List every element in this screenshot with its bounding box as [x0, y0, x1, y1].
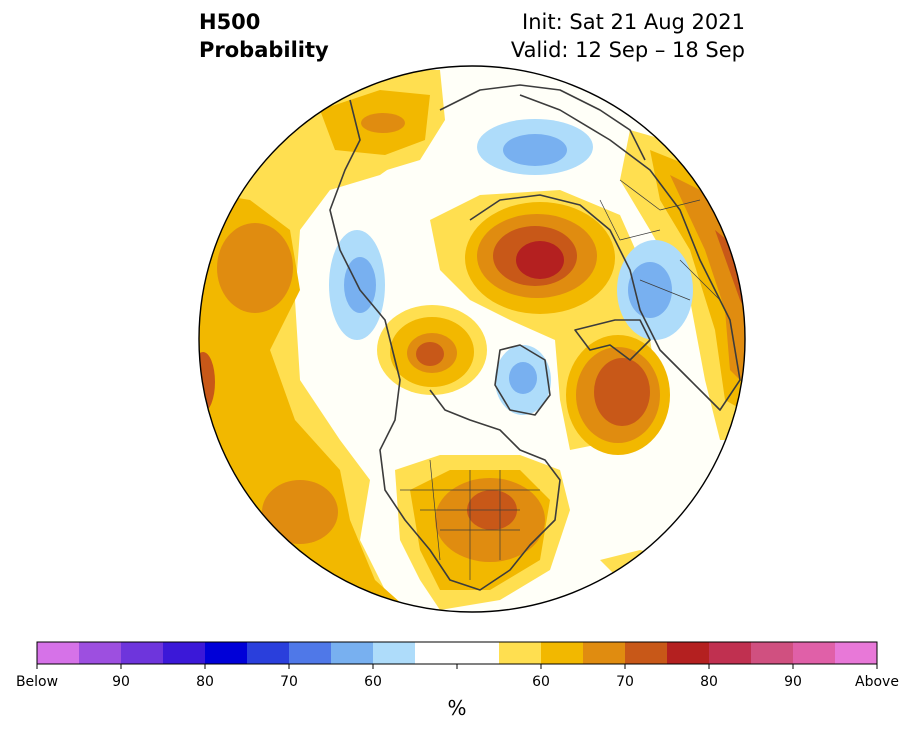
- colorbar-cell: [247, 642, 290, 664]
- map-boundary-circle: [198, 65, 746, 613]
- probability-field: [199, 66, 745, 612]
- colorbar-cell: [457, 642, 500, 664]
- valid-date-label: Valid: 12 Sep – 18 Sep: [510, 38, 745, 62]
- colorbar-cell: [541, 642, 584, 664]
- blue-region-north: [503, 134, 567, 166]
- colorbar-cell: [625, 642, 668, 664]
- colorbar-cell: [205, 642, 248, 664]
- dark-orange-region-east-edge: [715, 230, 745, 340]
- colorbar-tick-label: Below: [15, 674, 59, 690]
- colorbar-tick-label: 90: [784, 674, 802, 690]
- dark-orange-region-alaska: [416, 342, 444, 366]
- colorbar-tick-label: 90: [112, 674, 130, 690]
- coastline-europe: [574, 319, 651, 361]
- colorbar-cell: [373, 642, 416, 664]
- forecast-dates: Init: Sat 21 Aug 2021 Valid: 12 Sep – 18…: [511, 8, 745, 64]
- colorbar-cell: [667, 642, 710, 664]
- coastline-asia-east: [439, 84, 646, 161]
- dark-orange-region-east: [594, 358, 650, 426]
- colorbar-cell: [583, 642, 626, 664]
- colorbar-cell: [163, 642, 206, 664]
- colorbar-tick-label: 60: [364, 674, 382, 690]
- colorbar-cell: [37, 642, 80, 664]
- yellow-region-south-edge: [600, 550, 680, 600]
- coastline-eurasia: [469, 94, 741, 411]
- orange-region-southwest: [262, 480, 338, 544]
- colorbar-cell: [121, 642, 164, 664]
- blue-region-greenland: [509, 362, 537, 394]
- red-region-central: [516, 241, 564, 279]
- borders-eurasia: [599, 179, 721, 301]
- colorbar-tick-label: 70: [616, 674, 634, 690]
- colorbar-tick-label: 70: [280, 674, 298, 690]
- borders-us: [400, 459, 540, 580]
- coastline-greenland: [494, 344, 551, 416]
- map-title: H500 Probability: [199, 8, 329, 64]
- colorbar-cell: [793, 642, 836, 664]
- coastlines: [329, 84, 741, 591]
- colorbar-cell: [79, 642, 122, 664]
- orange-region-northwest: [361, 113, 405, 133]
- colorbar-cell: [289, 642, 332, 664]
- colorbar-ticks: [36, 664, 878, 669]
- colorbar-cell: [415, 642, 458, 664]
- colorbar: [36, 641, 878, 669]
- colorbar-tick-label: 60: [532, 674, 550, 690]
- colorbar-cells: [37, 642, 878, 664]
- orange-region-west: [217, 223, 293, 313]
- colorbar-tick-label: Above: [855, 674, 899, 690]
- colorbar-tick-label: 80: [700, 674, 718, 690]
- coastline-north-america: [329, 99, 561, 591]
- colorbar-cell: [751, 642, 794, 664]
- title-line-1: H500: [199, 10, 261, 34]
- colorbar-cell: [331, 642, 374, 664]
- colorbar-cell: [499, 642, 542, 664]
- colorbar-unit: %: [447, 696, 467, 720]
- colorbar-cell: [835, 642, 878, 664]
- init-date-label: Init: Sat 21 Aug 2021: [522, 10, 745, 34]
- colorbar-cell: [709, 642, 752, 664]
- colorbar-tick-label: 80: [196, 674, 214, 690]
- polar-map: [198, 65, 746, 613]
- title-line-2: Probability: [199, 38, 329, 62]
